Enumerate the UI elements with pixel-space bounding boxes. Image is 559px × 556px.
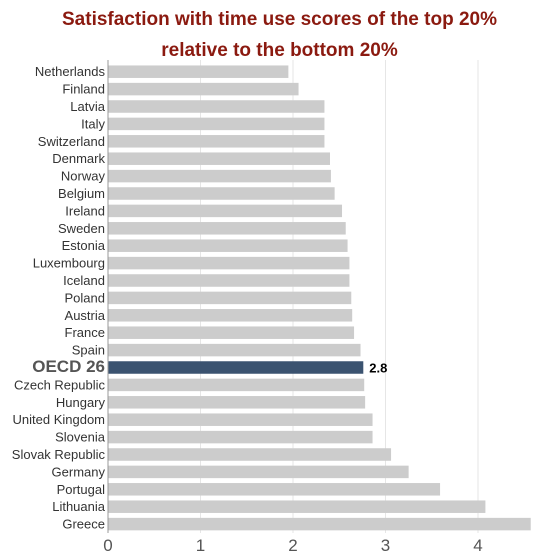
bar xyxy=(108,413,373,426)
bar xyxy=(108,222,346,235)
bar xyxy=(108,448,391,461)
category-label: Denmark xyxy=(52,151,105,166)
bar xyxy=(108,431,373,444)
category-label: Estonia xyxy=(62,238,106,253)
bar xyxy=(108,257,349,270)
bar xyxy=(108,500,485,513)
bar xyxy=(108,309,352,322)
category-label: Lithuania xyxy=(52,499,106,514)
category-label: Czech Republic xyxy=(14,377,106,392)
bar xyxy=(108,187,335,200)
bar xyxy=(108,205,342,218)
bar xyxy=(108,379,364,392)
category-label: Latvia xyxy=(70,99,105,114)
bars xyxy=(108,65,531,530)
data-label: 2.8 xyxy=(369,361,387,376)
category-label: France xyxy=(65,325,105,340)
bar xyxy=(108,326,354,339)
bar xyxy=(108,170,331,183)
x-tick-label: 3 xyxy=(381,536,390,555)
category-label: OECD 26 xyxy=(32,357,105,376)
category-label: Slovak Republic xyxy=(12,447,106,462)
bar xyxy=(108,239,348,252)
x-tick-label: 0 xyxy=(103,536,112,555)
x-axis-ticks: 0 1 2 3 4 xyxy=(103,536,482,555)
bar xyxy=(108,361,363,374)
category-label: Netherlands xyxy=(35,64,106,79)
category-label: Germany xyxy=(52,464,106,479)
category-label: United Kingdom xyxy=(13,412,106,427)
bar xyxy=(108,292,351,305)
x-tick-label: 1 xyxy=(196,536,205,555)
bar xyxy=(108,152,330,165)
category-label: Finland xyxy=(62,82,105,97)
category-label: Luxembourg xyxy=(33,256,105,271)
category-label: Belgium xyxy=(58,186,105,201)
category-label: Greece xyxy=(62,517,105,532)
bar xyxy=(108,466,409,479)
category-label: Switzerland xyxy=(38,134,105,149)
category-label: Ireland xyxy=(65,203,105,218)
bar xyxy=(108,483,440,496)
category-label: Hungary xyxy=(56,395,106,410)
bar xyxy=(108,83,299,96)
bar xyxy=(108,118,324,130)
bar xyxy=(108,135,324,148)
bar xyxy=(108,396,365,409)
bar xyxy=(108,65,288,78)
bar xyxy=(108,518,531,531)
category-label: Iceland xyxy=(63,273,105,288)
category-label: Spain xyxy=(72,343,105,358)
category-label: Italy xyxy=(81,116,105,131)
category-label: Norway xyxy=(61,169,106,184)
category-label: Poland xyxy=(65,290,105,305)
x-tick-label: 2 xyxy=(288,536,297,555)
category-label: Slovenia xyxy=(55,430,106,445)
bar xyxy=(108,344,361,357)
category-label: Austria xyxy=(65,308,106,323)
x-tick-label: 4 xyxy=(473,536,482,555)
bar xyxy=(108,100,324,113)
category-label: Portugal xyxy=(57,482,106,497)
category-label: Sweden xyxy=(58,221,105,236)
bar xyxy=(108,274,349,287)
